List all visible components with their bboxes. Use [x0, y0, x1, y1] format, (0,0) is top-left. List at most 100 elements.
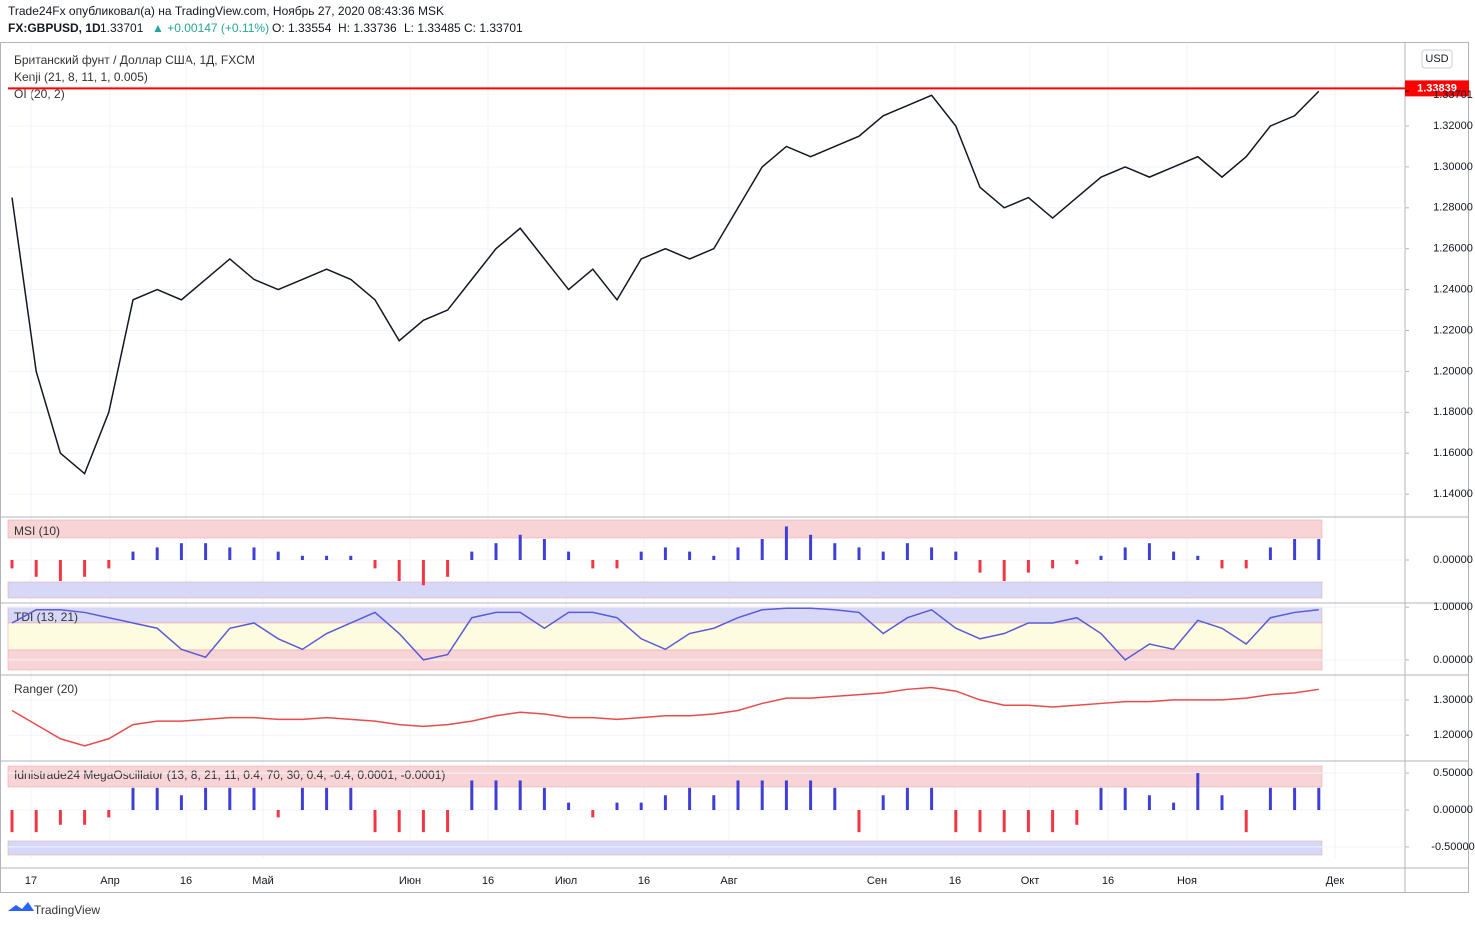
histogram-bar	[131, 551, 135, 560]
histogram-bar	[325, 787, 329, 810]
histogram-bar	[1002, 810, 1006, 833]
y-tick-label: 1.28000	[1433, 202, 1473, 214]
x-tick-label: Дек	[1326, 875, 1345, 887]
panel-title: Idnistrade24 MegaOscillator (13, 8, 21, …	[14, 768, 445, 782]
y-tick-label: 0.00000	[1433, 804, 1473, 816]
y-tick-label: 0.50000	[1433, 767, 1473, 779]
x-tick-label: Май	[252, 875, 274, 887]
histogram-bar	[881, 795, 885, 810]
histogram-bar	[470, 551, 474, 560]
histogram-bar	[58, 810, 62, 825]
band	[7, 519, 1323, 539]
histogram-bar	[446, 560, 450, 577]
histogram-bar	[421, 560, 425, 586]
histogram-bar	[615, 802, 619, 810]
logo	[8, 902, 34, 911]
histogram-bar	[809, 780, 813, 810]
histogram-bar	[688, 787, 692, 810]
histogram-bar	[1293, 787, 1297, 810]
currency: USD	[1425, 53, 1448, 65]
histogram-bar	[1220, 795, 1224, 810]
histogram-bar	[470, 780, 474, 810]
histogram-bar	[252, 547, 256, 560]
line-series	[11, 90, 1320, 475]
price-tag-label: 1.33839	[1417, 82, 1457, 94]
histogram-bar	[809, 534, 813, 560]
price-tag	[1405, 80, 1469, 97]
histogram-bar	[373, 810, 377, 833]
histogram-bar	[252, 787, 256, 810]
histogram-bar	[228, 547, 232, 560]
histogram-bar	[712, 795, 716, 810]
histogram-bar	[1172, 551, 1176, 560]
band	[7, 765, 1323, 788]
histogram-bar	[1196, 773, 1200, 810]
x-tick-label: Апр	[100, 875, 119, 887]
y-tick-label: 1.26000	[1433, 243, 1473, 255]
histogram-bar	[107, 560, 111, 569]
histogram-bar	[1317, 539, 1321, 560]
histogram-bar	[1051, 810, 1055, 833]
x-tick-label: Сен	[867, 875, 887, 887]
histogram-bar	[542, 539, 546, 560]
change: ▲ +0.00147 (+0.11%)	[152, 21, 269, 35]
low: L: 1.33485	[404, 21, 461, 35]
histogram-bar	[204, 787, 208, 810]
histogram-bar	[736, 547, 740, 560]
y-tick-label: 1.24000	[1433, 284, 1473, 296]
histogram-bar	[1123, 547, 1127, 560]
histogram-bar	[857, 810, 861, 833]
x-tick-label: 17	[25, 875, 37, 887]
y-tick-label: 1.14000	[1433, 488, 1473, 500]
y-tick-label: 1.30000	[1433, 161, 1473, 173]
histogram-bar	[639, 802, 643, 810]
histogram-bar	[784, 780, 788, 810]
histogram-bar	[639, 551, 643, 560]
current-price-label: 1.33701	[1433, 89, 1473, 101]
histogram-bar	[1026, 810, 1030, 833]
histogram-bar	[954, 551, 958, 560]
y-tick-label: 1.20000	[1433, 729, 1473, 741]
histogram-bar	[1002, 560, 1006, 581]
histogram-bar	[1196, 555, 1200, 560]
histogram-bar	[83, 810, 87, 825]
panel-title: Ranger (20)	[14, 682, 78, 696]
histogram-bar	[930, 547, 934, 560]
y-tick-label: 1.32000	[1433, 120, 1473, 132]
band	[7, 622, 1323, 651]
histogram-bar	[1147, 795, 1151, 810]
x-tick-label: 16	[1102, 875, 1114, 887]
histogram-bar	[10, 810, 14, 833]
panel-title: MSI (10)	[14, 524, 60, 538]
indicator: OI (20, 2)	[14, 87, 65, 101]
x-tick-label: Авг	[720, 875, 737, 887]
histogram-bar	[978, 560, 982, 573]
histogram-bar	[1268, 787, 1272, 810]
histogram-bar	[1220, 560, 1224, 569]
histogram-bar	[494, 543, 498, 560]
histogram-bar	[276, 810, 280, 818]
symbol: FX:GBPUSD, 1D	[8, 21, 101, 35]
histogram-bar	[300, 555, 304, 560]
histogram-bar	[833, 787, 837, 810]
histogram-bar	[591, 560, 595, 569]
histogram-bar	[833, 543, 837, 560]
histogram-bar	[1317, 787, 1321, 810]
histogram-bar	[736, 780, 740, 810]
histogram-bar	[615, 560, 619, 569]
histogram-bar	[954, 810, 958, 833]
currency-box[interactable]	[1421, 49, 1453, 69]
histogram-bar	[663, 795, 667, 810]
histogram-bar	[1099, 555, 1103, 560]
band	[7, 581, 1323, 599]
y-tick-label: 1.30000	[1433, 694, 1473, 706]
histogram-bar	[397, 810, 401, 833]
histogram-bar	[1244, 560, 1248, 569]
x-tick-label: 16	[482, 875, 494, 887]
line-series	[11, 686, 1319, 747]
histogram-bar	[760, 780, 764, 810]
histogram-bar	[930, 787, 934, 810]
histogram-bar	[567, 802, 571, 810]
histogram-bar	[107, 810, 111, 818]
